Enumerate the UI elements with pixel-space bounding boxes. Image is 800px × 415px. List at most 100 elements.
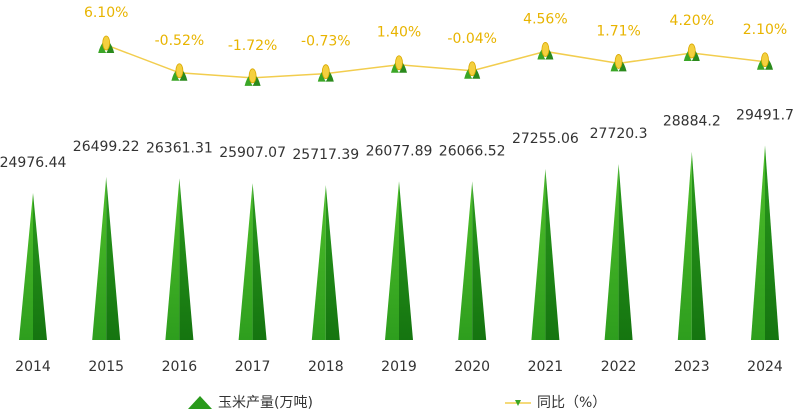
legend-label: 玉米产量(万吨) bbox=[218, 395, 313, 411]
corn-cob bbox=[614, 54, 623, 69]
corn-marker bbox=[537, 42, 554, 60]
line-value-label: -0.04% bbox=[447, 31, 497, 47]
x-tick-label: 2021 bbox=[528, 359, 564, 375]
bar bbox=[531, 168, 560, 340]
legend-item: 玉米产量(万吨) bbox=[188, 395, 313, 411]
bar-right bbox=[545, 168, 560, 340]
corn-leaf bbox=[252, 73, 261, 86]
bar bbox=[677, 151, 706, 340]
corn-leaf bbox=[106, 40, 115, 53]
bar-value-label: 27255.06 bbox=[512, 131, 579, 147]
bar-left bbox=[311, 185, 326, 340]
bar-right bbox=[765, 145, 779, 340]
corn-leaf bbox=[171, 68, 180, 81]
bar-value-label: 24976.44 bbox=[0, 155, 66, 171]
corn-cob bbox=[541, 42, 550, 57]
bar bbox=[604, 163, 633, 340]
bar-right bbox=[472, 181, 487, 340]
bar-right bbox=[106, 176, 121, 340]
corn-marker bbox=[683, 43, 700, 61]
corn-cob bbox=[395, 55, 403, 71]
line-value-label: 1.71% bbox=[596, 23, 640, 39]
corn-leaf bbox=[765, 57, 773, 70]
corn-leaf bbox=[244, 73, 253, 86]
bar bbox=[385, 181, 413, 340]
line-value-label: 1.40% bbox=[377, 25, 421, 41]
corn-cob bbox=[175, 63, 184, 79]
bar bbox=[165, 178, 194, 340]
corn-marker bbox=[244, 68, 261, 86]
bar-right bbox=[252, 183, 267, 340]
bar bbox=[458, 181, 487, 340]
bar-left bbox=[385, 181, 399, 340]
corn-leaf bbox=[464, 66, 473, 79]
corn-marker bbox=[464, 61, 481, 79]
bar bbox=[19, 192, 47, 340]
bar bbox=[311, 185, 340, 340]
corn-cob bbox=[102, 35, 111, 51]
bar-value-label: 26077.89 bbox=[366, 143, 433, 159]
x-tick-label: 2017 bbox=[235, 359, 271, 375]
bar-value-label: 29491.7 bbox=[736, 107, 794, 123]
bar-value-label: 25717.39 bbox=[292, 147, 359, 163]
bar-left bbox=[19, 192, 33, 340]
bar-left bbox=[165, 178, 180, 340]
x-tick-label: 2019 bbox=[381, 359, 417, 375]
legend-item: 同比（%） bbox=[505, 395, 606, 411]
legend-swatch bbox=[188, 396, 212, 409]
corn-leaf bbox=[325, 69, 334, 82]
corn-leaf bbox=[391, 60, 399, 73]
bar bbox=[751, 145, 779, 340]
bar-left bbox=[751, 145, 765, 340]
line-value-label: 2.10% bbox=[743, 22, 787, 38]
bar-left bbox=[604, 163, 619, 340]
x-tick-label: 2020 bbox=[454, 359, 490, 375]
corn-leaf bbox=[757, 57, 765, 70]
line bbox=[105, 44, 766, 79]
corn-leaf bbox=[537, 47, 546, 60]
corn-marker bbox=[98, 35, 115, 53]
corn-marker bbox=[171, 63, 188, 81]
corn-leaf bbox=[691, 48, 700, 61]
corn-cob bbox=[761, 52, 769, 68]
bar-left bbox=[92, 176, 107, 340]
bar-right bbox=[179, 178, 194, 340]
corn-leaf bbox=[618, 59, 627, 72]
corn-marker bbox=[391, 55, 407, 73]
bar-value-label: 27720.3 bbox=[590, 126, 648, 142]
corn-cob bbox=[468, 61, 477, 77]
corn-marker bbox=[757, 52, 773, 70]
bar-right bbox=[33, 192, 47, 340]
x-tick-label: 2024 bbox=[747, 359, 783, 375]
bar-right bbox=[399, 181, 413, 340]
corn-leaf bbox=[98, 40, 107, 53]
legend-label: 同比（%） bbox=[537, 395, 606, 411]
line-value-label: 6.10% bbox=[84, 5, 128, 21]
x-tick-label: 2018 bbox=[308, 359, 344, 375]
bar bbox=[238, 183, 267, 340]
corn-cob bbox=[687, 43, 696, 59]
bar-value-label: 28884.2 bbox=[663, 114, 721, 130]
bar-value-label: 25907.07 bbox=[219, 145, 286, 161]
legend-swatch-marker bbox=[515, 400, 521, 406]
bar-right bbox=[618, 163, 633, 340]
corn-leaf bbox=[683, 48, 692, 61]
corn-leaf bbox=[610, 59, 619, 72]
line-value-label: 4.56% bbox=[523, 11, 567, 27]
bar-value-label: 26066.52 bbox=[439, 143, 506, 159]
bar-left bbox=[531, 168, 546, 340]
line-value-label: 4.20% bbox=[670, 13, 714, 29]
corn-leaf bbox=[317, 69, 326, 82]
corn-marker bbox=[610, 54, 627, 72]
line-value-label: -0.73% bbox=[301, 34, 351, 50]
bar-value-label: 26361.31 bbox=[146, 140, 213, 156]
bar-right bbox=[691, 151, 706, 340]
x-tick-label: 2022 bbox=[601, 359, 637, 375]
bar-left bbox=[677, 151, 692, 340]
corn-marker bbox=[317, 64, 334, 82]
corn-leaf bbox=[472, 66, 481, 79]
corn-leaf bbox=[179, 68, 188, 81]
x-tick-label: 2016 bbox=[162, 359, 198, 375]
x-tick-label: 2015 bbox=[88, 359, 124, 375]
